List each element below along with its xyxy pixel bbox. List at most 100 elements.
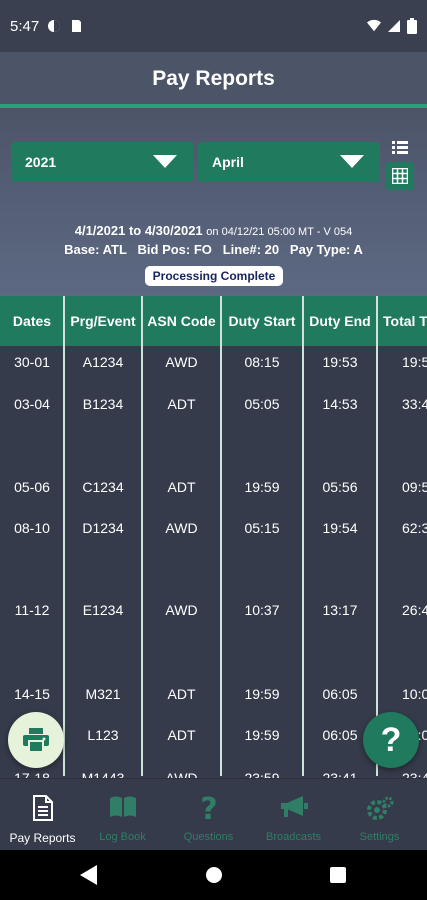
cell-asn-code: AWD <box>165 520 198 536</box>
megaphone-icon <box>280 796 308 817</box>
column-header-total[interactable]: Total T <box>383 313 427 329</box>
nav-label: Pay Reports <box>9 831 76 845</box>
cell-duty-end: 06:05 <box>322 686 358 702</box>
header-divider <box>0 104 427 108</box>
chevron-down-icon <box>153 155 177 168</box>
home-icon[interactable] <box>204 865 224 885</box>
cell-prg-event: M1443 <box>81 770 125 778</box>
cell-total: 10:0 <box>402 686 427 702</box>
nav-item-broadcasts[interactable]: Broadcasts <box>251 779 336 851</box>
table-row[interactable]: 03-04 B1234 ADT 05:05 14:53 33:4 <box>0 392 427 416</box>
column-header-asn-code[interactable]: ASN Code <box>147 313 216 329</box>
report-header-area <box>0 108 427 296</box>
cell-asn-code: ADT <box>167 727 196 743</box>
status-time: 5:47 <box>10 17 40 35</box>
gear-icon <box>366 796 393 820</box>
cell-duty-end: 06:05 <box>322 727 358 743</box>
report-date-line: 4/1/2021 to 4/30/2021 on 04/12/21 05:00 … <box>0 222 427 241</box>
nav-label: Log Book <box>99 831 146 843</box>
month-dropdown-value: April <box>212 154 244 170</box>
table-row[interactable]: 11-12 E1234 AWD 10:37 13:17 26:4 <box>0 598 427 622</box>
column-divider <box>302 296 304 776</box>
column-divider <box>141 296 143 776</box>
cell-prg-event: M321 <box>85 686 121 702</box>
table-header: Dates Prg/Event ASN Code Duty Start Duty… <box>0 296 427 346</box>
cell-dates: 17-18 <box>14 770 50 778</box>
nav-label: Questions <box>183 831 234 843</box>
table-row[interactable]: 17-18 M1443 AWD 23:59 23:41 23:4 <box>0 766 427 778</box>
app-bar: Pay Reports <box>0 52 427 106</box>
cell-total: 23:4 <box>402 770 427 778</box>
cell-prg-event: A1234 <box>82 354 124 370</box>
cell-duty-end: 05:56 <box>322 479 358 495</box>
column-header-prg-event[interactable]: Prg/Event <box>70 313 136 329</box>
cell-prg-event: L123 <box>87 727 119 743</box>
cell-duty-start: 05:05 <box>244 396 280 412</box>
cell-dates: 05-06 <box>14 479 50 495</box>
column-header-duty-end[interactable]: Duty End <box>309 313 371 329</box>
report-generated: on 04/12/21 05:00 MT - V 054 <box>206 226 353 238</box>
svg-text:?: ? <box>200 795 217 823</box>
page-title: Pay Reports <box>152 67 275 90</box>
cell-prg-event: E1234 <box>82 602 124 618</box>
help-button[interactable]: ? <box>363 712 419 768</box>
status-bar: 5:47 <box>0 0 427 52</box>
cell-duty-end: 13:17 <box>322 602 358 618</box>
report-info: 4/1/2021 to 4/30/2021 on 04/12/21 05:00 … <box>0 222 427 259</box>
cell-dates: 03-04 <box>14 396 50 412</box>
month-dropdown[interactable]: April <box>198 142 380 182</box>
grid-icon <box>392 168 408 184</box>
column-divider <box>376 296 378 776</box>
table-row[interactable]: 05-06 C1234 ADT 19:59 05:56 09:5 <box>0 475 427 499</box>
sd-card-icon <box>72 20 82 32</box>
nav-item-questions[interactable]: ? Questions <box>166 779 251 851</box>
column-header-dates[interactable]: Dates <box>12 313 52 329</box>
list-view-button[interactable] <box>386 134 414 162</box>
system-nav-bar <box>0 850 427 900</box>
cell-total: 33:4 <box>402 396 427 412</box>
document-icon <box>32 795 53 821</box>
column-divider <box>63 296 65 776</box>
cell-duty-end: 14:53 <box>322 396 358 412</box>
cell-asn-code: AWD <box>165 602 198 618</box>
cell-dates: 30-01 <box>14 354 50 370</box>
table-row[interactable]: 08-10 D1234 AWD 05:15 19:54 62:3 <box>0 516 427 540</box>
cell-prg-event: C1234 <box>82 479 124 495</box>
cell-duty-start: 08:15 <box>244 354 280 370</box>
table-body[interactable]: 30-01 A1234 AWD 08:15 19:53 19:5 03-04 B… <box>0 346 427 778</box>
nav-item-pay-reports[interactable]: Pay Reports <box>0 779 85 851</box>
nav-item-settings[interactable]: Settings <box>337 779 422 851</box>
cell-duty-start: 23:59 <box>244 770 280 778</box>
nav-label: Settings <box>359 831 400 843</box>
cell-asn-code: ADT <box>167 479 196 495</box>
cell-prg-event: D1234 <box>82 520 124 536</box>
question-icon: ? <box>200 795 217 823</box>
recents-icon[interactable] <box>329 866 347 884</box>
chevron-down-icon <box>340 155 364 168</box>
cell-asn-code: AWD <box>165 770 198 778</box>
battery-icon <box>407 18 417 34</box>
wifi-icon <box>367 19 381 32</box>
cell-duty-end: 19:54 <box>322 520 358 536</box>
book-icon <box>109 796 136 817</box>
nav-label: Broadcasts <box>265 831 322 843</box>
status-badge: Processing Complete <box>145 266 283 286</box>
cell-total: 62:3 <box>402 520 427 536</box>
cell-duty-start: 19:59 <box>244 727 280 743</box>
table-row[interactable]: 14-15 M321 ADT 19:59 06:05 10:0 <box>0 682 427 706</box>
nav-item-log-book[interactable]: Log Book <box>80 779 165 851</box>
print-button[interactable] <box>8 712 64 768</box>
bottom-nav: Pay Reports Log Book ? Questions Broadca… <box>0 778 427 850</box>
year-dropdown-value: 2021 <box>25 154 57 170</box>
report-date-range: 4/1/2021 to 4/30/2021 <box>74 223 203 238</box>
cell-duty-end: 19:53 <box>322 354 358 370</box>
cell-duty-start: 19:59 <box>244 686 280 702</box>
cell-duty-end: 23:41 <box>322 770 358 778</box>
table-row[interactable]: 30-01 A1234 AWD 08:15 19:53 19:5 <box>0 350 427 374</box>
back-icon[interactable] <box>80 865 98 885</box>
column-header-duty-start[interactable]: Duty Start <box>228 313 296 329</box>
grid-view-button[interactable] <box>386 162 414 190</box>
year-dropdown[interactable]: 2021 <box>11 142 193 182</box>
cell-duty-start: 10:37 <box>244 602 280 618</box>
app-notification-icon <box>48 20 61 32</box>
